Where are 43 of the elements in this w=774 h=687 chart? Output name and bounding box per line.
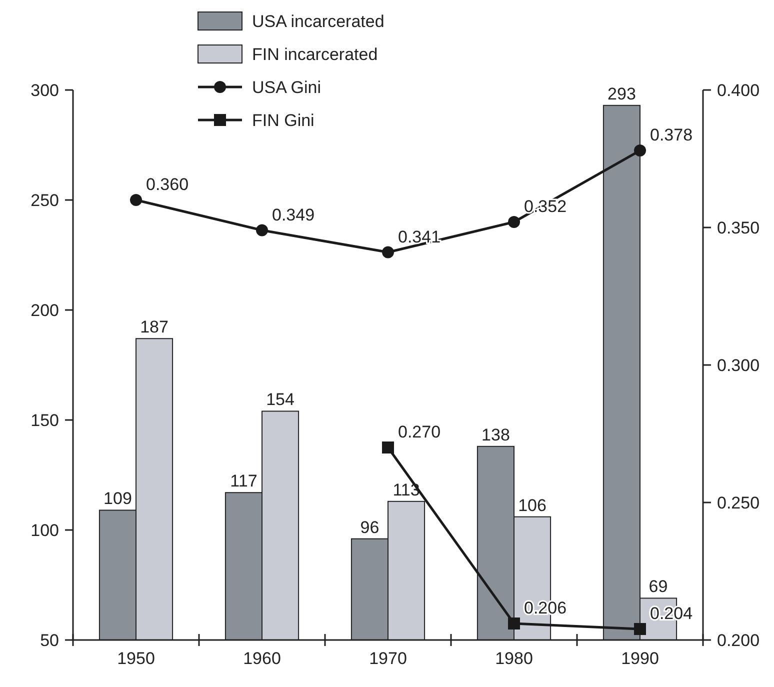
data-label: 0.349 xyxy=(272,205,315,224)
y2-tick-label: 0.200 xyxy=(717,630,760,650)
point xyxy=(634,623,646,635)
data-label: 113 xyxy=(392,480,420,500)
data-label: 0.378 xyxy=(650,126,693,144)
point xyxy=(508,618,520,630)
x-tick-label: 1950 xyxy=(117,649,155,668)
y-tick-label: 100 xyxy=(30,520,59,540)
data-label: 117 xyxy=(230,472,258,491)
y2-tick-label: 0.400 xyxy=(717,80,760,100)
data-label: 0.270 xyxy=(398,422,441,442)
data-label: 293 xyxy=(608,84,636,104)
point xyxy=(382,442,394,454)
x-tick-label: 1960 xyxy=(243,649,281,668)
data-label: 187 xyxy=(140,318,168,337)
y-tick-label: 150 xyxy=(30,410,59,430)
data-label: 0.341 xyxy=(398,227,441,246)
point xyxy=(130,194,142,206)
data-label: 106 xyxy=(518,496,546,515)
point xyxy=(256,224,268,236)
data-label: 109 xyxy=(104,489,132,508)
x-tick-label: 1990 xyxy=(621,649,659,668)
y2-tick-label: 0.300 xyxy=(717,356,760,375)
y-tick-label: 50 xyxy=(40,630,59,650)
point xyxy=(382,246,394,258)
y2-tick-label: 0.250 xyxy=(717,493,760,512)
y-tick-label: 200 xyxy=(30,300,59,320)
data-label: 154 xyxy=(266,390,294,410)
legend-label: FIN incarcerated xyxy=(252,44,378,64)
legend-label: USA Gini xyxy=(252,78,321,97)
point xyxy=(508,216,520,228)
x-tick-label: 1970 xyxy=(369,649,407,668)
data-label: 0.360 xyxy=(146,175,189,194)
legend-label: USA incarcerated xyxy=(252,12,384,31)
legend-label: FIN Gini xyxy=(252,110,314,130)
y-tick-label: 250 xyxy=(30,190,59,210)
point xyxy=(634,144,646,156)
y2-tick-label: 0.350 xyxy=(717,218,760,238)
data-label: 138 xyxy=(482,425,510,444)
x-tick-label: 1980 xyxy=(495,649,533,668)
y-tick-label: 300 xyxy=(30,80,59,100)
data-label: 96 xyxy=(360,518,380,537)
data-label: 69 xyxy=(648,577,668,596)
